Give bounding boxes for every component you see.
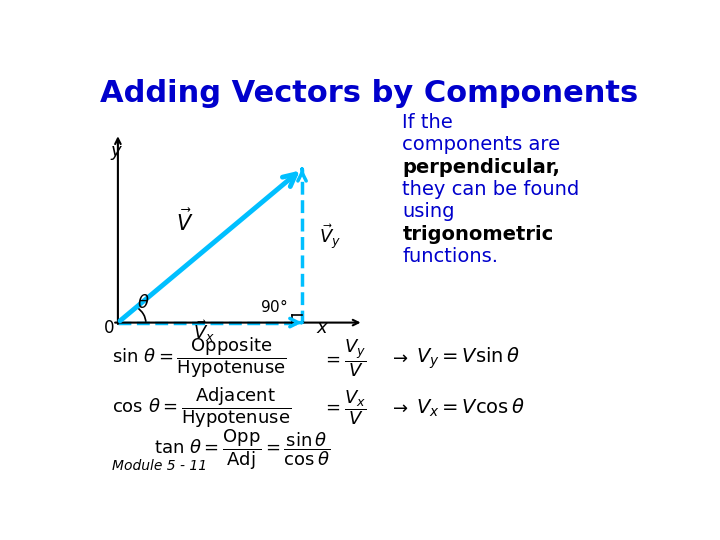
Text: $90°$: $90°$: [261, 298, 288, 315]
Text: $\rightarrow$: $\rightarrow$: [389, 399, 408, 417]
Text: $\vec{V}$: $\vec{V}$: [176, 208, 194, 235]
Text: $\vec{V}_x$: $\vec{V}_x$: [194, 319, 215, 344]
Text: $y$: $y$: [110, 144, 123, 163]
Text: components are: components are: [402, 135, 561, 154]
Text: functions.: functions.: [402, 247, 498, 266]
Text: $\rightarrow$: $\rightarrow$: [389, 349, 408, 367]
Text: they can be found: they can be found: [402, 180, 580, 199]
Text: trigonometric: trigonometric: [402, 225, 554, 244]
Text: $\cos\,\theta = \dfrac{\mathrm{Adjacent}}{\mathrm{Hypotenuse}}$: $\cos\,\theta = \dfrac{\mathrm{Adjacent}…: [112, 386, 292, 430]
Text: $\vec{V}_y$: $\vec{V}_y$: [319, 222, 341, 252]
Text: $= \dfrac{V_x}{V}$: $= \dfrac{V_x}{V}$: [322, 388, 366, 427]
Text: perpendicular,: perpendicular,: [402, 158, 560, 177]
Text: $V_x = V \cos\theta$: $V_x = V \cos\theta$: [416, 397, 525, 419]
Text: using: using: [402, 202, 455, 221]
Text: $\tan\,\theta = \dfrac{\mathrm{Opp}}{\mathrm{Adj}} = \dfrac{\sin\theta}{\cos\the: $\tan\,\theta = \dfrac{\mathrm{Opp}}{\ma…: [154, 427, 330, 472]
Text: $0$: $0$: [103, 319, 114, 337]
Text: $x$: $x$: [316, 319, 329, 337]
Text: $\theta$: $\theta$: [137, 294, 149, 312]
Text: If the: If the: [402, 113, 453, 132]
Text: $= \dfrac{V_y}{V}$: $= \dfrac{V_y}{V}$: [322, 337, 366, 379]
Text: $V_y = V \sin\theta$: $V_y = V \sin\theta$: [416, 345, 521, 370]
Text: Module 5 - 11: Module 5 - 11: [112, 459, 207, 473]
Text: Adding Vectors by Components: Adding Vectors by Components: [100, 79, 638, 109]
Text: $\sin\,\theta = \dfrac{\mathrm{Opposite}}{\mathrm{Hypotenuse}}$: $\sin\,\theta = \dfrac{\mathrm{Opposite}…: [112, 336, 287, 380]
